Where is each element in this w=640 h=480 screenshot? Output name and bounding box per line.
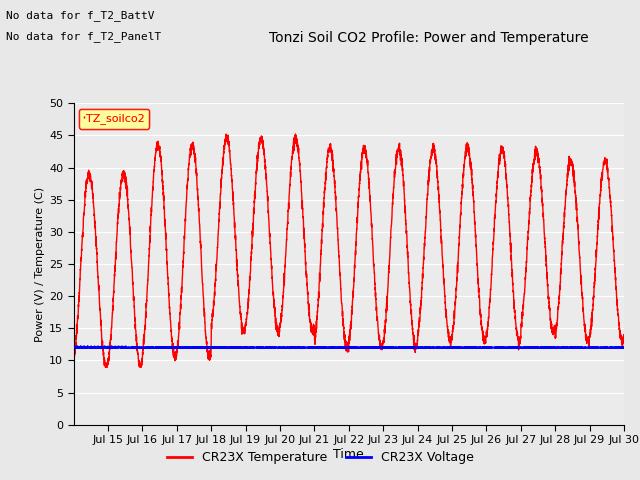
X-axis label: Time: Time	[333, 448, 364, 461]
Y-axis label: Power (V) / Temperature (C): Power (V) / Temperature (C)	[35, 186, 45, 342]
Legend: CR23X Temperature, CR23X Voltage: CR23X Temperature, CR23X Voltage	[161, 446, 479, 469]
Text: No data for f_T2_BattV: No data for f_T2_BattV	[6, 10, 155, 21]
Text: No data for f_T2_PanelT: No data for f_T2_PanelT	[6, 31, 162, 42]
Legend: TZ_soilco2: TZ_soilco2	[79, 109, 149, 129]
Text: Tonzi Soil CO2 Profile: Power and Temperature: Tonzi Soil CO2 Profile: Power and Temper…	[269, 31, 588, 45]
